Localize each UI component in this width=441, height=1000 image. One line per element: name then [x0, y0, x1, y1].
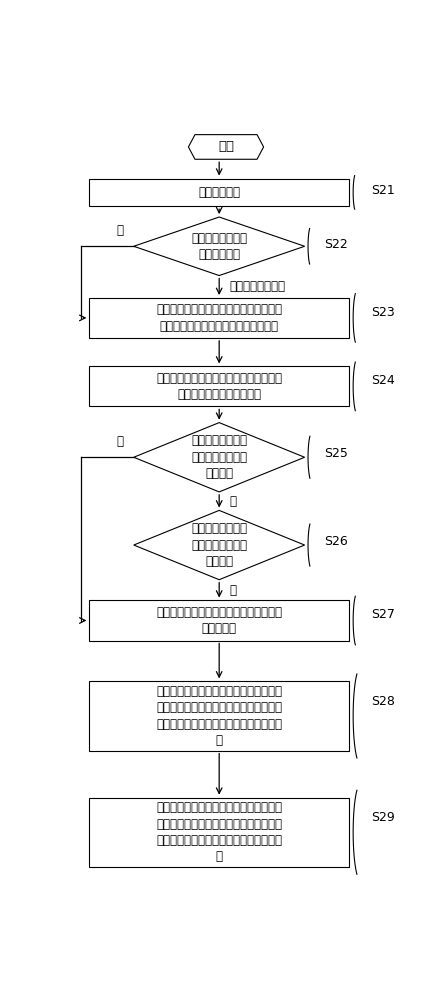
- Text: 获取图像信息: 获取图像信息: [198, 186, 240, 199]
- Text: S22: S22: [325, 238, 348, 251]
- Text: 是否检测到人脸图
像和行人图像: 是否检测到人脸图 像和行人图像: [191, 232, 247, 261]
- Text: 是: 是: [229, 584, 236, 597]
- Text: 仅检测到行人图像: 仅检测到行人图像: [229, 280, 285, 293]
- Text: 利用该行人图像，追踪上一帧图像信息，
并从追踪到的图像信息中检测人脸图像: 利用该行人图像，追踪上一帧图像信息， 并从追踪到的图像信息中检测人脸图像: [156, 303, 282, 333]
- Text: 是否确定出与该面
部特征信息匹配的
身份标识: 是否确定出与该面 部特征信息匹配的 身份标识: [191, 434, 247, 480]
- Text: S28: S28: [371, 695, 395, 708]
- Text: 利用预存的具有身份标识的行人图像信息
，获得该行人特征信息匹配的身份标识，
并将其作为图像信息中拍摄对象的身份标
识: 利用预存的具有身份标识的行人图像信息 ，获得该行人特征信息匹配的身份标识， 并将…: [156, 801, 282, 863]
- Text: 是否确定出与该行
人特征信息匹配的
身份标识: 是否确定出与该行 人特征信息匹配的 身份标识: [191, 522, 247, 568]
- Text: 开始: 开始: [218, 140, 234, 153]
- Text: 根据在线学习算法，利用得到的身份标识
以及与其关联的人脸图像和行人图像，更
新预存的与该身份标识对应的关联图像数
据: 根据在线学习算法，利用得到的身份标识 以及与其关联的人脸图像和行人图像，更 新预…: [156, 685, 282, 747]
- Polygon shape: [134, 510, 305, 580]
- Text: S23: S23: [371, 306, 395, 319]
- Text: 是: 是: [116, 224, 123, 237]
- Polygon shape: [134, 217, 305, 276]
- Text: S26: S26: [325, 535, 348, 548]
- Text: 将得到的身份标识与人脸图像以及行人图
像进行关联: 将得到的身份标识与人脸图像以及行人图 像进行关联: [156, 606, 282, 635]
- Text: S24: S24: [371, 374, 395, 387]
- Text: 提取该人脸图像中的面部特征信息，以及
行人图像中的行人特征信息: 提取该人脸图像中的面部特征信息，以及 行人图像中的行人特征信息: [156, 372, 282, 401]
- FancyBboxPatch shape: [89, 298, 349, 338]
- Polygon shape: [188, 135, 264, 159]
- FancyBboxPatch shape: [89, 681, 349, 751]
- Text: S21: S21: [371, 184, 395, 197]
- Text: S25: S25: [325, 447, 348, 460]
- Text: 是: 是: [116, 435, 123, 448]
- FancyBboxPatch shape: [89, 798, 349, 867]
- FancyBboxPatch shape: [89, 179, 349, 206]
- FancyBboxPatch shape: [89, 600, 349, 641]
- Text: 否: 否: [229, 495, 236, 508]
- Text: S29: S29: [371, 811, 395, 824]
- Text: S27: S27: [371, 608, 395, 621]
- Polygon shape: [134, 423, 305, 492]
- FancyBboxPatch shape: [89, 366, 349, 406]
